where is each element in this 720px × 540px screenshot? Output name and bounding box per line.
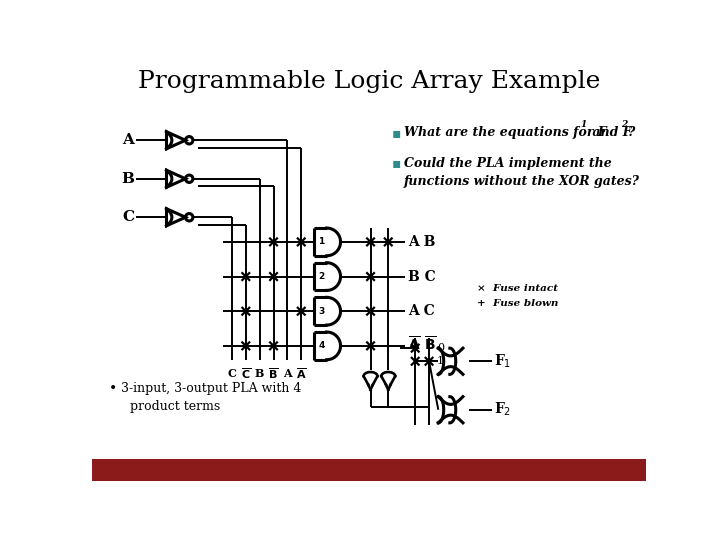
Text: B C: B C — [408, 269, 436, 284]
Text: and F: and F — [588, 126, 631, 139]
Text: $\overline{\mathbf{B}}$: $\overline{\mathbf{B}}$ — [269, 366, 279, 381]
Text: 3-input, 3-output PLA with 4: 3-input, 3-output PLA with 4 — [121, 382, 302, 395]
Text: A C: A C — [408, 304, 435, 318]
Text: C: C — [228, 368, 236, 379]
Text: functions without the XOR gates?: functions without the XOR gates? — [404, 176, 639, 188]
Text: A B: A B — [408, 235, 436, 249]
Text: $\mathbf{\overline{A}}$: $\mathbf{\overline{A}}$ — [408, 335, 421, 354]
Text: Could the PLA implement the: Could the PLA implement the — [404, 157, 611, 170]
Text: 2: 2 — [318, 272, 325, 281]
Text: 2: 2 — [621, 120, 627, 130]
Text: F$_1$: F$_1$ — [494, 353, 511, 370]
Text: 1: 1 — [318, 238, 325, 246]
Text: 4: 4 — [318, 341, 325, 350]
Text: 1: 1 — [437, 356, 444, 366]
Text: ▪: ▪ — [392, 126, 402, 139]
Text: B: B — [255, 368, 264, 379]
Text: A: A — [122, 133, 134, 147]
Text: +  Fuse blown: + Fuse blown — [477, 299, 558, 308]
Text: ×  Fuse intact: × Fuse intact — [477, 284, 558, 293]
Text: F$_2$: F$_2$ — [494, 401, 511, 418]
Text: C: C — [122, 210, 134, 224]
Text: 3: 3 — [318, 307, 325, 316]
Text: 0: 0 — [437, 343, 444, 353]
Text: A: A — [283, 368, 292, 379]
Bar — [92, 459, 647, 481]
Text: $\overline{\mathbf{C}}$: $\overline{\mathbf{C}}$ — [240, 366, 251, 381]
Text: ?: ? — [628, 126, 635, 139]
Text: $\mathbf{\overline{B}}$: $\mathbf{\overline{B}}$ — [425, 335, 437, 354]
Text: 1: 1 — [581, 120, 587, 130]
Text: Programmable Logic Array Example: Programmable Logic Array Example — [138, 70, 600, 93]
Text: B: B — [121, 172, 134, 186]
Text: What are the equations for F: What are the equations for F — [404, 126, 606, 139]
Text: •: • — [109, 381, 117, 395]
Text: product terms: product terms — [130, 400, 220, 413]
Text: $\overline{\mathbf{A}}$: $\overline{\mathbf{A}}$ — [296, 366, 307, 381]
Text: ▪: ▪ — [392, 157, 402, 170]
